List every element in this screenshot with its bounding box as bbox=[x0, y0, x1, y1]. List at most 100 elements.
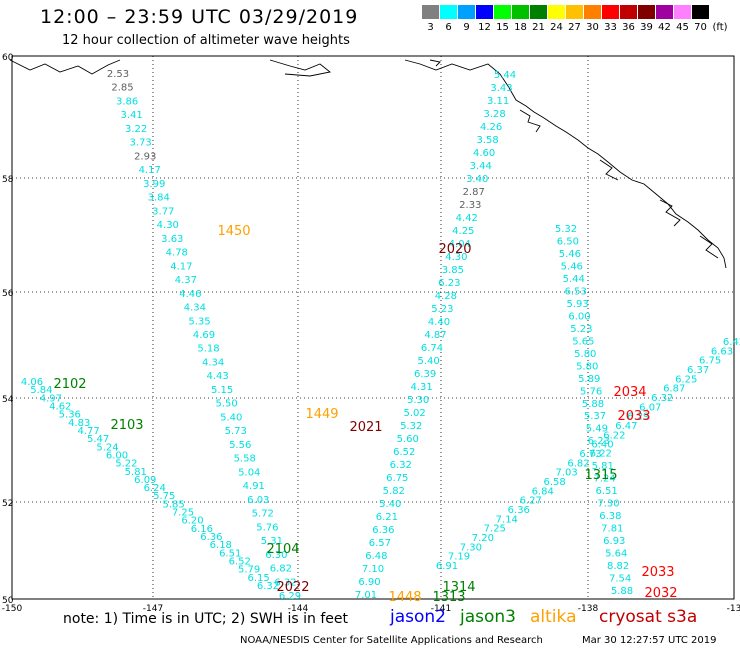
swh-value: 6.24 bbox=[144, 483, 166, 494]
swh-value: 4.40 bbox=[428, 317, 450, 328]
lat-lon-grid bbox=[12, 56, 734, 599]
swh-value: 6.32 bbox=[257, 581, 279, 592]
swh-value: 6.48 bbox=[365, 551, 387, 562]
lon-tick-label: -141 bbox=[431, 604, 451, 614]
swh-value: 5.44 bbox=[563, 274, 585, 285]
swh-value: 6.74 bbox=[421, 343, 443, 354]
swh-value: 6.18 bbox=[210, 540, 232, 551]
swh-value: 6.25 bbox=[675, 374, 697, 385]
swh-value: 3.40 bbox=[466, 174, 488, 185]
swh-value: 4.97 bbox=[40, 393, 62, 404]
swh-value: 6.32 bbox=[390, 460, 412, 471]
lon-tick-label: -147 bbox=[143, 604, 163, 614]
pass-time-label: 2104 bbox=[266, 542, 299, 557]
swh-value: 2.85 bbox=[111, 83, 133, 94]
swh-value: 5.24 bbox=[96, 442, 118, 453]
swh-value: 5.82 bbox=[383, 486, 405, 497]
swh-value: 4.60 bbox=[473, 148, 495, 159]
pass-time-label: 1315 bbox=[584, 468, 617, 483]
swh-value: 6.50 bbox=[557, 237, 579, 248]
swh-value: 6.29 bbox=[627, 412, 649, 423]
pass-time-label: 2033 bbox=[641, 565, 674, 580]
swh-value: 6.21 bbox=[376, 512, 398, 523]
swh-value: 5.72 bbox=[252, 509, 274, 520]
swh-value: 5.65 bbox=[572, 336, 594, 347]
scale-swatch-12 bbox=[476, 5, 493, 19]
swh-value: 3.22 bbox=[125, 124, 147, 135]
swh-value: 6.30 bbox=[265, 550, 287, 561]
swh-value: 6.82 bbox=[270, 564, 292, 575]
swh-value: 6.38 bbox=[599, 511, 621, 522]
scale-swatch-42 bbox=[656, 5, 673, 19]
swh-value: 5.49 bbox=[586, 424, 608, 435]
scale-label-18: 18 bbox=[514, 22, 527, 33]
legend-jason3: jason3 bbox=[460, 607, 516, 627]
scale-label-15: 15 bbox=[496, 22, 509, 33]
footnote: note: 1) Time is in UTC; 2) SWH is in fe… bbox=[63, 611, 349, 627]
swh-value: 5.50 bbox=[215, 399, 237, 410]
swh-value: 7.25 bbox=[172, 508, 194, 519]
pass-time-labels: 1450 2020 2102 2103 1449 2021 2034 2033 1315 2104… bbox=[53, 224, 677, 605]
pass-time-label: 1449 bbox=[305, 407, 338, 422]
pass-time-label: 1313 bbox=[432, 590, 465, 605]
pass-time-label: 2022 bbox=[276, 580, 309, 595]
swh-value: 3.86 bbox=[116, 97, 138, 108]
swh-value: 4.37 bbox=[175, 275, 197, 286]
swh-value: 6.53 bbox=[565, 286, 587, 297]
swh-value: 3.85 bbox=[442, 265, 464, 276]
scale-label-30: 30 bbox=[586, 22, 599, 33]
swh-value: 6.57 bbox=[369, 538, 391, 549]
swh-value: 5.60 bbox=[397, 434, 419, 445]
generation-timestamp: Mar 30 12:27:57 UTC 2019 bbox=[582, 635, 717, 646]
swh-value: 4.62 bbox=[49, 402, 71, 413]
scale-swatch-15 bbox=[494, 5, 511, 19]
swh-value: 5.89 bbox=[578, 374, 600, 385]
swh-value: 4.78 bbox=[166, 248, 188, 259]
swh-value: 5.80 bbox=[574, 349, 596, 360]
swh-value: 4.28 bbox=[435, 291, 457, 302]
swh-value: 6.52 bbox=[393, 447, 415, 458]
swh-value: 7.19 bbox=[448, 552, 470, 563]
swh-value: 5.35 bbox=[188, 316, 210, 327]
pass-time-label: 1450 bbox=[217, 224, 250, 239]
scale-label-9: 9 bbox=[463, 22, 470, 33]
pass-time-label: 2034 bbox=[613, 385, 646, 400]
swh-value: 4.25 bbox=[452, 226, 474, 237]
pass-time-label: 2032 bbox=[644, 586, 677, 601]
swh-value: 6.91 bbox=[436, 561, 458, 572]
swh-value: 7.54 bbox=[609, 574, 631, 585]
swh-value: 6.22 bbox=[603, 430, 625, 441]
lat-tick-label: 50 bbox=[2, 596, 14, 606]
swh-value: 6.58 bbox=[543, 477, 565, 488]
scale-label-3: 3 bbox=[427, 22, 434, 33]
swh-value: 5.85 bbox=[162, 499, 184, 510]
swh-value: 5.73 bbox=[225, 426, 247, 437]
map-title: 12:00 – 23:59 UTC 03/29/2019 bbox=[40, 6, 359, 28]
scale-unit: (ft) bbox=[712, 22, 728, 33]
swh-value: 4.43 bbox=[206, 371, 228, 382]
frame-border bbox=[11, 55, 735, 600]
swh-value: 2.87 bbox=[463, 187, 485, 198]
swh-value: 4.34 bbox=[184, 303, 206, 314]
pass-time-label: 2102 bbox=[53, 377, 86, 392]
swh-value: 5.76 bbox=[256, 522, 278, 533]
swh-value: 6.23 bbox=[588, 436, 610, 447]
scale-label-45: 45 bbox=[676, 22, 689, 33]
swh-value: 6.52 bbox=[229, 557, 251, 568]
swh-value: 6.00 bbox=[106, 450, 128, 461]
swh-value: 6.27 bbox=[520, 496, 542, 507]
legend-altika: altika bbox=[530, 607, 577, 627]
swh-value: 3.11 bbox=[487, 96, 509, 107]
swh-value: 5.46 bbox=[561, 261, 583, 272]
swh-value: 6.37 bbox=[687, 365, 709, 376]
swh-value: 7.24 bbox=[593, 474, 615, 485]
scale-swatch-3 bbox=[422, 5, 439, 19]
pass-time-label: 2020 bbox=[438, 242, 471, 257]
swh-value: 6.93 bbox=[603, 536, 625, 547]
swh-value: 6.84 bbox=[532, 486, 554, 497]
legend-jason2: jason2 bbox=[390, 607, 446, 627]
pass-time-label: 1448 bbox=[388, 590, 421, 605]
swh-value: 6.73 bbox=[579, 449, 601, 460]
swh-value: 5.76 bbox=[580, 386, 602, 397]
lat-tick-label: 60 bbox=[2, 53, 14, 63]
